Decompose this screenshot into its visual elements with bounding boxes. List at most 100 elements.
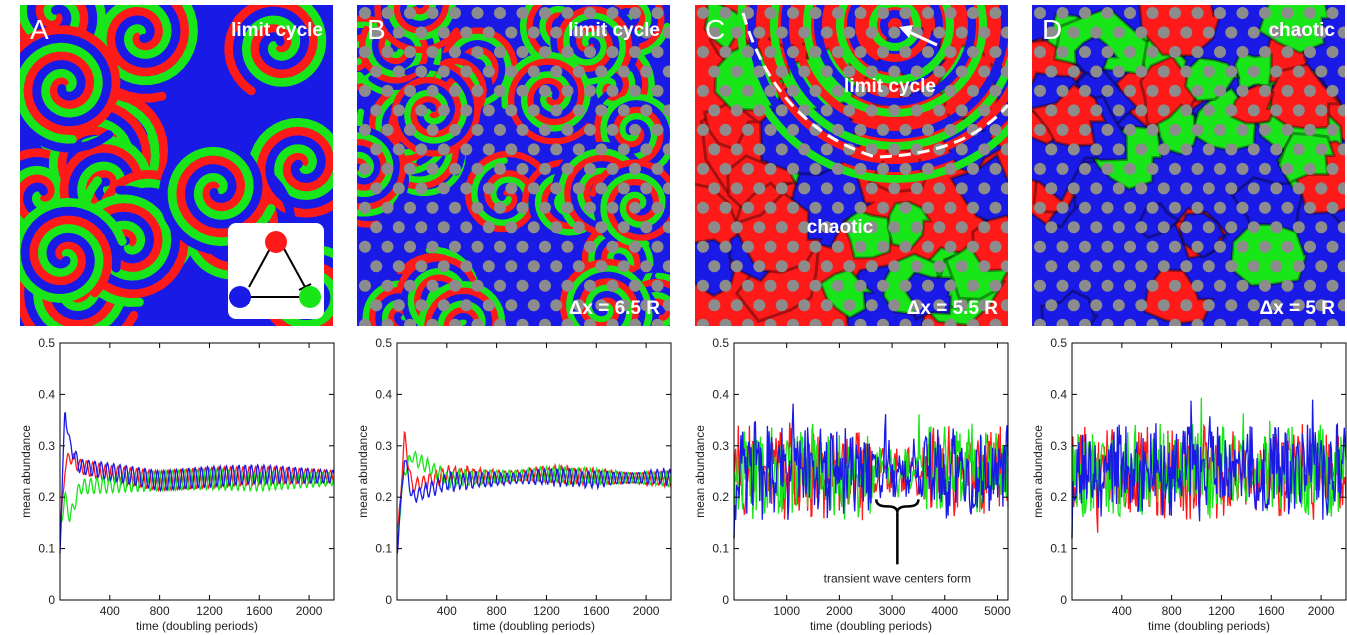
lattice-dot	[640, 182, 653, 195]
lattice-dot	[370, 221, 383, 234]
lattice-dot	[1180, 182, 1193, 195]
lattice-dot	[1101, 7, 1114, 19]
lattice-dot	[539, 318, 551, 326]
lattice-dot	[719, 123, 732, 136]
lattice-dot	[1337, 26, 1345, 39]
lattice-dot	[572, 299, 585, 312]
lattice-dot	[1270, 260, 1283, 273]
lattice-dot	[1315, 143, 1328, 156]
lattice-dot	[572, 143, 585, 156]
lattice-dot	[404, 162, 416, 175]
lattice-dot	[899, 318, 912, 326]
y-axis-label: mean abundance	[356, 425, 370, 518]
lattice-dot	[629, 84, 641, 97]
lattice-dot	[561, 7, 574, 19]
lattice-dot	[539, 123, 551, 136]
lattice-dot	[967, 84, 979, 97]
lattice-dot	[843, 26, 856, 39]
lattice-dot	[1292, 299, 1305, 312]
lattice-dot	[460, 221, 473, 234]
lattice-dot	[843, 104, 856, 117]
lattice-dot	[1202, 26, 1215, 39]
regime-boundary	[741, 12, 1008, 159]
lattice-dot	[437, 221, 450, 234]
lattice-dot	[1236, 123, 1249, 136]
lattice-dot	[572, 65, 585, 78]
lattice-dot	[584, 201, 596, 214]
lattice-dot	[1056, 162, 1069, 175]
lattice-dot	[933, 104, 946, 117]
lattice-dot	[1292, 104, 1305, 117]
spacing-label: Δx = 5.5 R	[907, 298, 999, 319]
species-node-green	[299, 286, 321, 308]
lattice-dot	[1045, 65, 1058, 78]
y-tick-label: 0.2	[38, 490, 55, 504]
lattice-dot	[742, 279, 754, 292]
lattice-dot	[877, 7, 889, 19]
lattice-dot	[539, 84, 551, 97]
x-tick-label: 1000	[773, 604, 800, 618]
lattice-dot	[922, 46, 934, 58]
lattice-dot	[843, 182, 856, 195]
lattice-dot	[1000, 299, 1008, 312]
lattice-dot	[381, 84, 394, 97]
x-tick-label: 1600	[1258, 604, 1285, 618]
y-tick-label: 0.2	[712, 490, 729, 504]
plot-frame	[1071, 342, 1347, 601]
lattice-dot	[415, 26, 428, 39]
lattice-dot	[865, 26, 878, 39]
lattice-dot	[1191, 279, 1204, 292]
lattice-dot	[865, 182, 878, 195]
spacing-label: Δx = 5 R	[1260, 298, 1336, 319]
lattice-dot	[730, 26, 743, 39]
lattice-dot	[606, 123, 619, 136]
lattice-dot	[494, 279, 506, 292]
interaction-network-inset	[228, 223, 324, 319]
lattice-dot	[1304, 162, 1316, 175]
lattice-dot	[494, 84, 506, 97]
lattice-dot	[955, 65, 968, 78]
lattice-dot	[415, 299, 428, 312]
lattice-dot	[1135, 104, 1148, 117]
lattice-dot	[944, 7, 957, 19]
lattice-dot	[775, 260, 788, 273]
lattice-dot	[809, 46, 822, 58]
lattice-dot	[989, 46, 1002, 58]
lattice-dot	[460, 182, 473, 195]
lattice-dot	[606, 318, 619, 326]
lattice-dot	[437, 299, 450, 312]
y-tick-label: 0.1	[712, 542, 729, 556]
lattice-dot	[1337, 221, 1345, 234]
lattice-dot	[877, 279, 889, 292]
lattice-dot	[550, 299, 563, 312]
lattice-dot	[595, 260, 608, 273]
lattice-dot	[1067, 299, 1080, 312]
lattice-dot	[1090, 143, 1103, 156]
lattice-dot	[482, 26, 495, 39]
lattice-dot	[1270, 143, 1283, 156]
lattice-dot	[539, 201, 551, 214]
lattice-dot	[449, 84, 461, 97]
lattice-dot	[719, 46, 732, 58]
lattice-dot	[899, 240, 912, 253]
lattice-dot	[1281, 84, 1294, 97]
lattice-dot	[640, 299, 653, 312]
lattice-dot	[978, 260, 991, 273]
y-axis-label: mean abundance	[1031, 425, 1045, 518]
series-red	[59, 452, 335, 539]
lattice-dot	[1236, 279, 1249, 292]
panel-c-plot: 0 0.1 0.2 0.3 0.4 0.5 1000 2000 3000 4000 5000 time…	[686, 330, 1011, 635]
lattice-dot	[527, 65, 540, 78]
lattice-dot	[640, 104, 653, 117]
lattice-dot	[651, 84, 664, 97]
lattice-dot	[798, 260, 811, 273]
regime-label: chaotic	[1268, 20, 1335, 41]
lattice-dot	[1304, 123, 1316, 136]
lattice-dot	[381, 123, 394, 136]
regime-label: limit cycle	[231, 20, 323, 41]
lattice-dot	[910, 299, 923, 312]
lattice-dot	[1146, 84, 1159, 97]
lattice-dot	[426, 46, 439, 58]
lattice-dot	[1034, 46, 1046, 58]
panel-letter: B	[367, 14, 386, 45]
